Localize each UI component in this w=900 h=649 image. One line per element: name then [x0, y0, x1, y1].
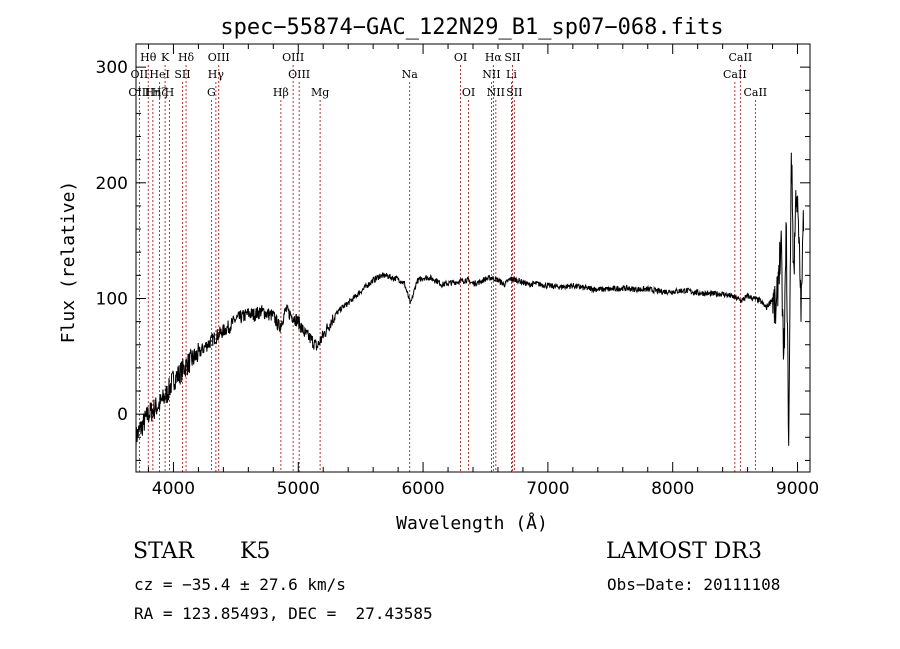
- line-marker-label: K: [161, 51, 170, 64]
- x-tick-label: 4000: [152, 479, 195, 499]
- obs-date: Obs−Date: 20111108: [607, 575, 781, 594]
- line-marker-label: OII: [131, 68, 149, 81]
- line-marker-label: CaII: [723, 68, 747, 81]
- line-marker-label: Hα: [485, 51, 503, 64]
- line-marker-label: Hγ: [208, 68, 225, 81]
- object-class: STAR: [133, 539, 194, 564]
- line-marker-label: SII: [506, 86, 522, 99]
- line-marker-label: OI: [454, 51, 467, 64]
- line-marker-label: Mg: [311, 86, 329, 99]
- line-marker-label: OI: [462, 86, 475, 99]
- redshift-line: cz = −35.4 ± 27.6 km/s: [134, 575, 346, 594]
- plot-frame: [135, 43, 811, 473]
- line-marker-label: OIII: [208, 51, 230, 64]
- line-marker-label: Hδ: [178, 51, 195, 64]
- x-tick-label: 6000: [401, 479, 444, 499]
- line-marker-label: Hη: [145, 86, 161, 99]
- line-marker-label: CaII: [743, 86, 767, 99]
- x-tick-label: 5000: [277, 479, 320, 499]
- y-tick-label: 200: [96, 174, 128, 194]
- line-marker-label: Hβ: [273, 86, 289, 99]
- line-marker-label: G: [207, 86, 216, 99]
- chart-title: spec−55874−GAC_122N29_B1_sp07−068.fits: [220, 15, 723, 40]
- line-marker-label: HeI: [149, 68, 169, 81]
- coordinates: RA = 123.85493, DEC = 27.43585: [134, 604, 433, 623]
- y-tick-label: 0: [117, 405, 128, 425]
- x-tick-label: 7000: [526, 479, 569, 499]
- line-marker-label: CaII: [729, 51, 753, 64]
- y-axis-label: Flux (relative): [58, 181, 79, 344]
- axes: 4000 5000 6000 7000 8000 9000 0 100 200 300: [96, 43, 819, 499]
- x-axis-label: Wavelength (Å): [396, 512, 548, 534]
- y-tick-label: 100: [96, 289, 128, 309]
- x-tick-label: 8000: [651, 479, 694, 499]
- line-marker-label: Hθ: [140, 51, 157, 64]
- line-marker-label: SII: [174, 68, 190, 81]
- object-subclass: K5: [240, 539, 271, 564]
- x-tick-label: 9000: [776, 479, 819, 499]
- y-tick-label: 300: [96, 58, 128, 78]
- line-marker-label: Li: [506, 68, 517, 81]
- line-marker-label: Hζ: [152, 86, 168, 99]
- survey-name: LAMOST DR3: [606, 539, 762, 564]
- line-marker-label: SII: [504, 51, 520, 64]
- line-marker-label: OIII: [288, 68, 310, 81]
- line-marker-label: OIII: [282, 51, 304, 64]
- line-marker-label: NII: [487, 86, 505, 99]
- line-marker-label: NII: [482, 68, 500, 81]
- line-marker-label: Na: [402, 68, 419, 81]
- flux-series-line: [135, 152, 805, 449]
- line-marker-label: H: [165, 86, 175, 99]
- line-marker-label: OIII: [128, 86, 150, 99]
